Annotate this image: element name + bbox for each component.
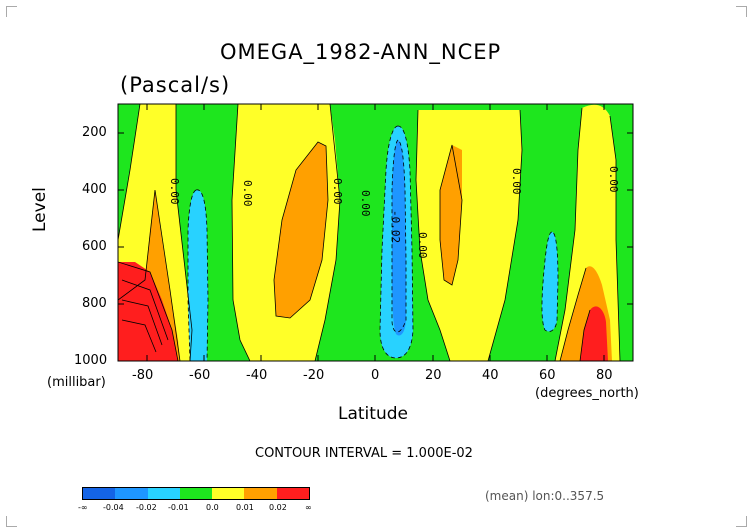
x-tick-label: 0 bbox=[371, 368, 380, 383]
mean-note: (mean) lon:0..357.5 bbox=[485, 489, 605, 503]
corner-mark-tr bbox=[736, 6, 747, 17]
x-tick-label: 60 bbox=[539, 368, 556, 383]
negative-contours bbox=[187, 125, 559, 361]
colorbar-swatch bbox=[212, 488, 245, 499]
colorbar-swatch bbox=[276, 488, 309, 499]
contour-label: 0.00 bbox=[241, 180, 254, 207]
corner-mark-br bbox=[736, 516, 747, 527]
x-axis-label: Latitude bbox=[338, 404, 408, 424]
y-axis-unit: (millibar) bbox=[47, 375, 106, 390]
region-blue-eq bbox=[392, 140, 406, 336]
y-tick-label: 800 bbox=[82, 296, 107, 311]
y-tick-label: 600 bbox=[82, 239, 107, 254]
colorbar-label: -0.04 bbox=[103, 503, 124, 512]
region-orange-nh-subtropic bbox=[440, 145, 462, 285]
colorbar-label: 0.01 bbox=[236, 503, 254, 512]
region-cyan-nh bbox=[541, 232, 558, 332]
colorbar-swatch bbox=[179, 488, 213, 499]
contour-label: 0.00 bbox=[359, 190, 372, 217]
y-axis-label: Level bbox=[30, 187, 50, 232]
contour-label: -0.02 bbox=[389, 210, 402, 243]
y-tick-label: 200 bbox=[82, 125, 107, 140]
y-tick-label: 1000 bbox=[74, 353, 108, 368]
colorbar-label: -0.01 bbox=[168, 503, 189, 512]
x-tick-label: 40 bbox=[482, 368, 499, 383]
x-tick-label: -60 bbox=[189, 368, 211, 383]
x-tick-label: -40 bbox=[246, 368, 268, 383]
x-tick-label: -80 bbox=[132, 368, 154, 383]
plot-fill bbox=[118, 104, 633, 361]
colorbar-swatch bbox=[244, 488, 277, 499]
colorbar-label: -0.02 bbox=[136, 503, 157, 512]
x-tick-label: 20 bbox=[425, 368, 442, 383]
colorbar-label: -∞ bbox=[78, 503, 88, 512]
colorbar-swatch bbox=[115, 488, 148, 499]
region-cyan-sh bbox=[188, 189, 208, 361]
colorbar-label: 0.0 bbox=[206, 503, 219, 512]
contour-label: 0.00 bbox=[510, 168, 523, 195]
region-yellow-nh-subtropic bbox=[416, 110, 522, 361]
colorbar-label: ∞ bbox=[305, 503, 312, 512]
colorbar-label: 0.02 bbox=[269, 503, 287, 512]
corner-mark-tl bbox=[6, 6, 17, 17]
contour-label-group: 0.00 0.00 0.00 0.00 -0.02 0.00 0.00 0.00 bbox=[168, 166, 620, 259]
contour-label: 0.00 bbox=[607, 166, 620, 193]
axis-ticks bbox=[118, 104, 633, 361]
corner-mark-bl bbox=[6, 516, 17, 527]
y-tick-label: 400 bbox=[82, 182, 107, 197]
contour-label: 0.00 bbox=[416, 232, 429, 259]
x-tick-label: 80 bbox=[596, 368, 613, 383]
x-axis-unit: (degrees_north) bbox=[535, 386, 639, 401]
colorbar-swatch bbox=[83, 488, 116, 499]
contour-lines bbox=[118, 104, 621, 361]
contour-interval-note: CONTOUR INTERVAL = 1.000E-02 bbox=[255, 446, 473, 461]
colorbar-swatch bbox=[147, 488, 180, 499]
contour-label: 0.00 bbox=[331, 178, 344, 205]
contour-label: 0.00 bbox=[168, 178, 181, 205]
chart-title: OMEGA_1982-ANN_NCEP bbox=[220, 40, 502, 64]
region-red-sh-polar bbox=[118, 262, 178, 361]
x-tick-label: -20 bbox=[303, 368, 325, 383]
chart-subtitle: (Pascal/s) bbox=[120, 73, 231, 97]
region-orange-sh-subtropic bbox=[274, 142, 328, 318]
colorbar bbox=[82, 487, 310, 500]
